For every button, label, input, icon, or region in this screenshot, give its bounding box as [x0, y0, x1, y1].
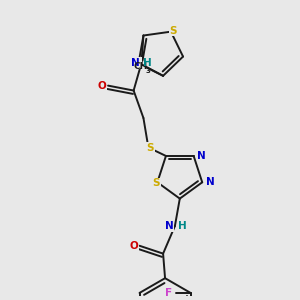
- Text: S: S: [169, 26, 177, 36]
- Text: CH: CH: [134, 61, 148, 70]
- Text: N: N: [197, 151, 206, 161]
- Text: N: N: [206, 177, 214, 187]
- Text: N: N: [131, 58, 140, 68]
- Text: O: O: [129, 241, 138, 251]
- Text: H: H: [178, 221, 187, 231]
- Text: S: S: [147, 142, 154, 152]
- Text: O: O: [98, 81, 106, 91]
- Text: H: H: [143, 58, 152, 68]
- Text: S: S: [153, 178, 160, 188]
- Text: N: N: [132, 58, 141, 68]
- Text: N: N: [165, 221, 173, 231]
- Text: 3: 3: [146, 68, 151, 74]
- Text: F: F: [165, 288, 172, 298]
